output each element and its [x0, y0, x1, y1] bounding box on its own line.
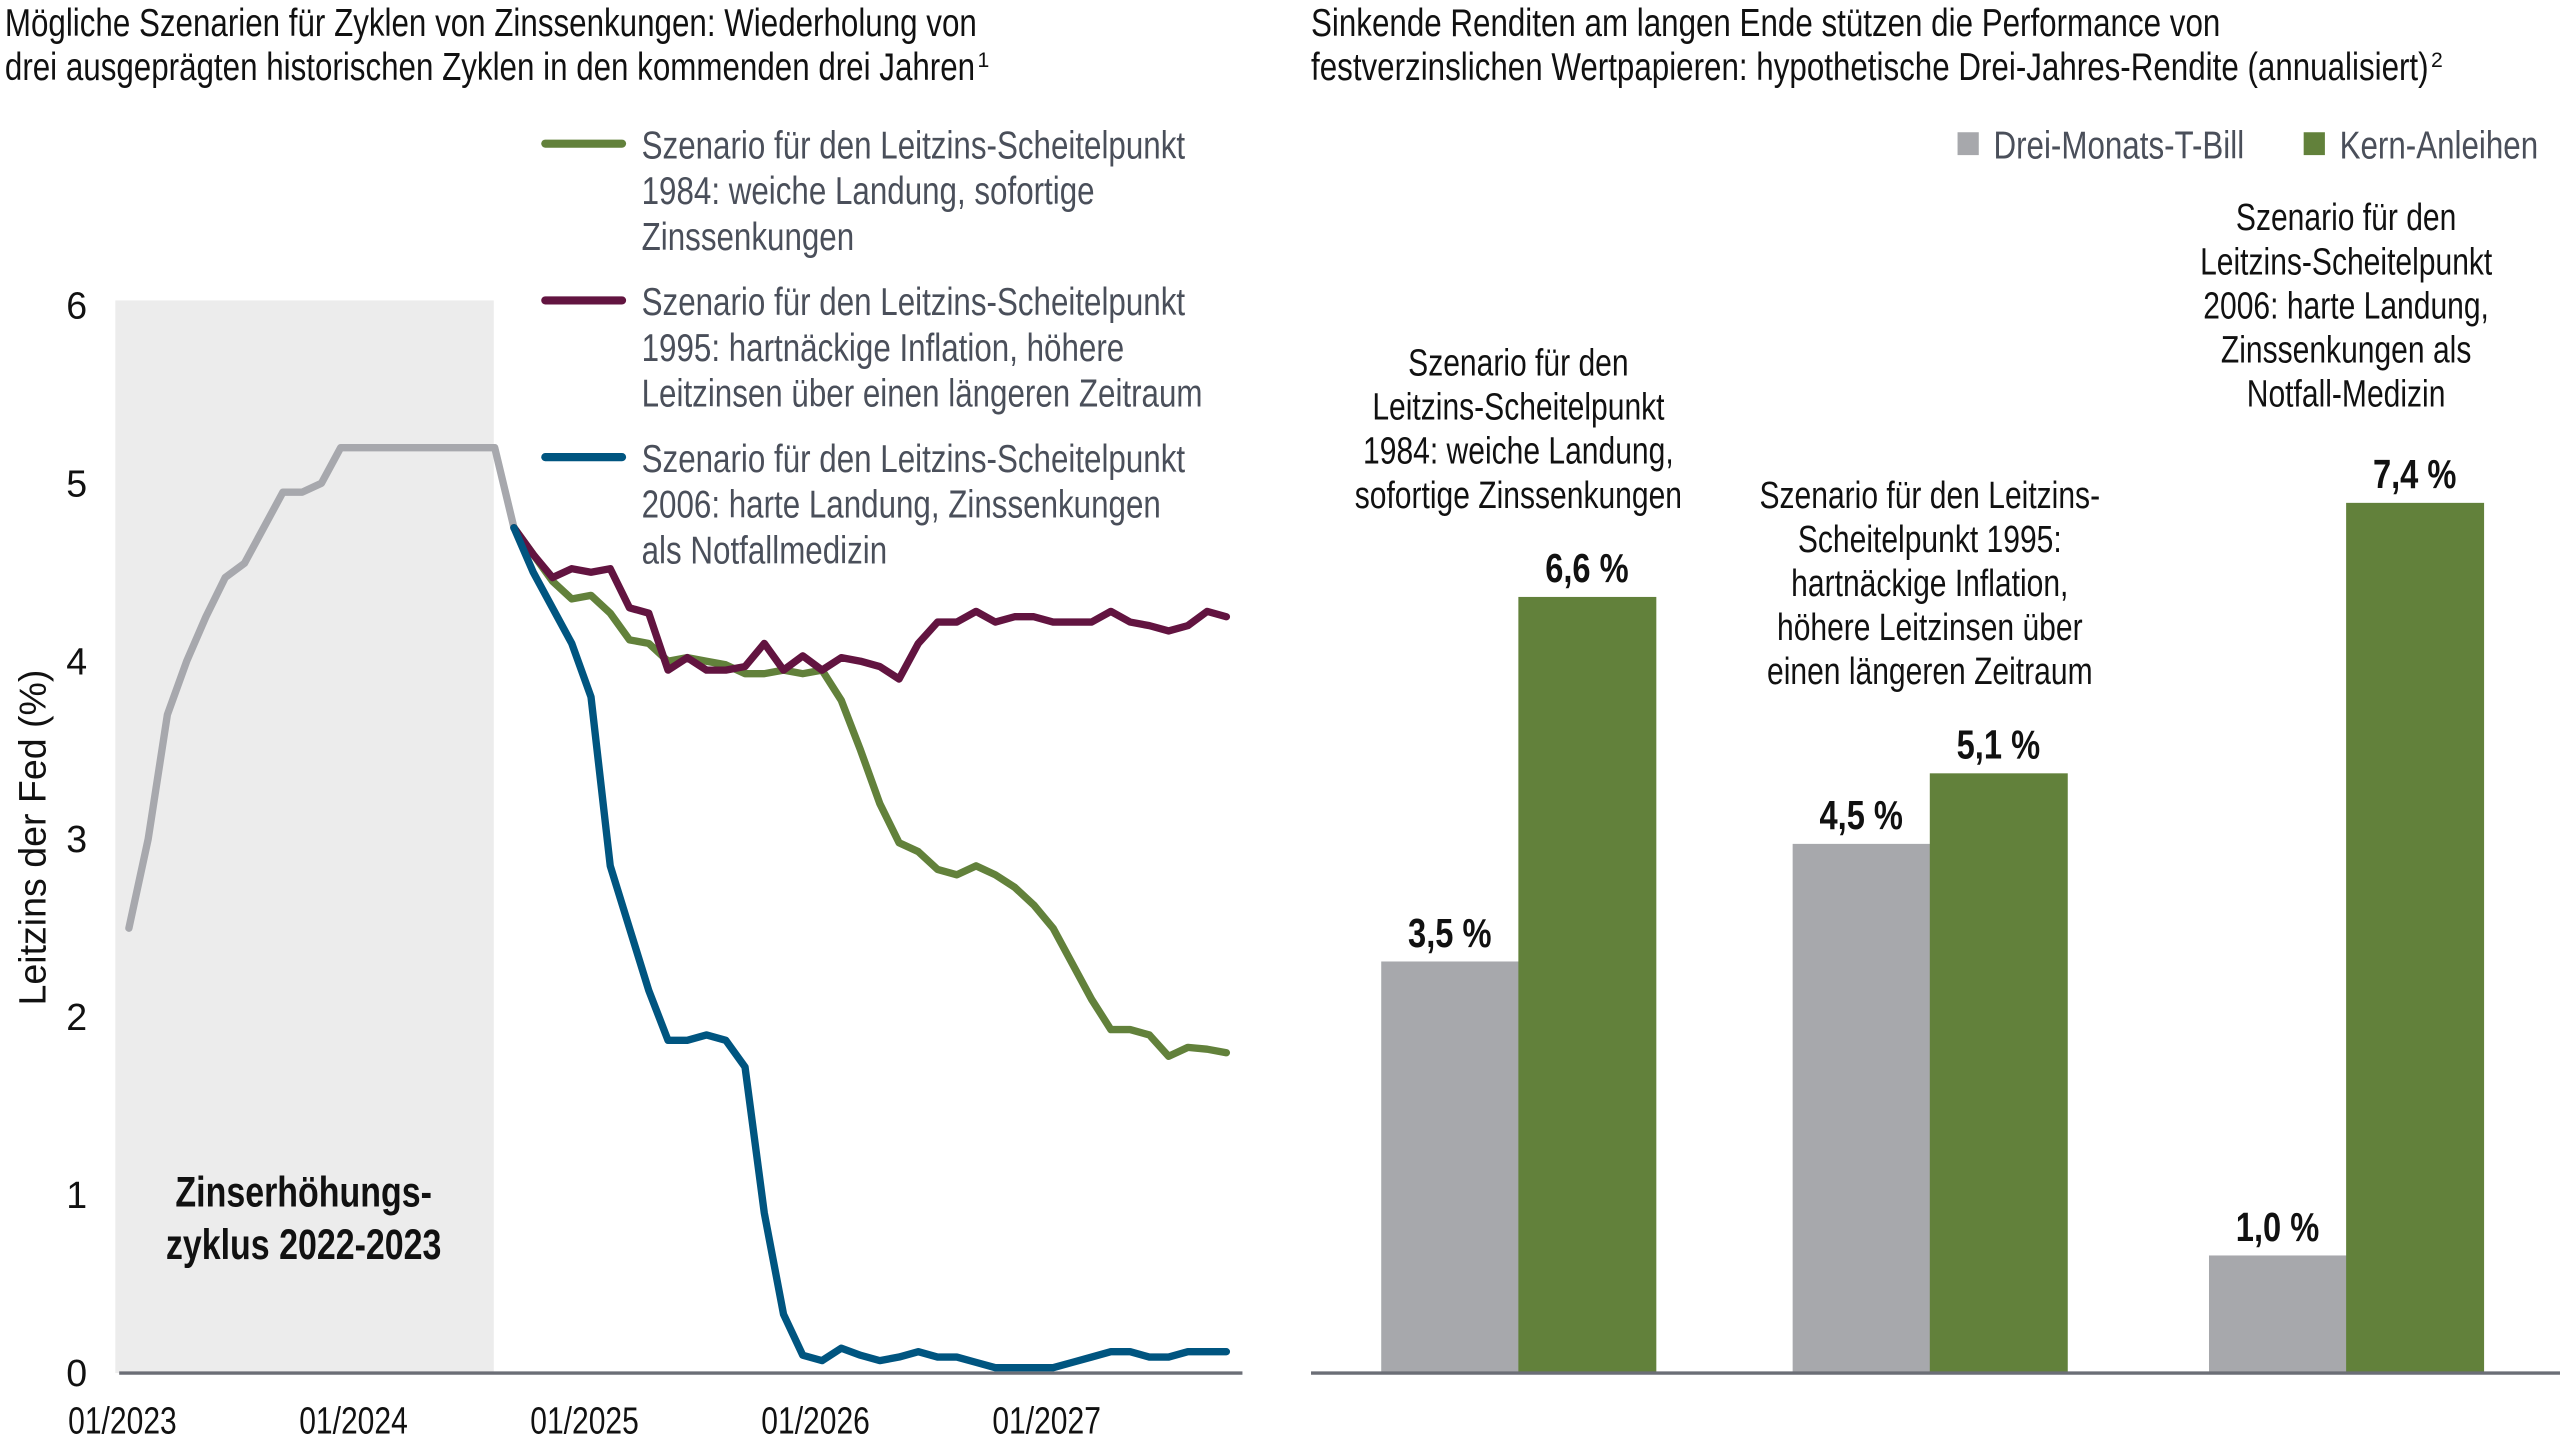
bar-legend: Drei-Monats-T-Bill Kern-Anleihen [1957, 123, 2539, 167]
legend-swatch-core [2303, 132, 2325, 156]
scenario-annotation: Szenario für den [2236, 197, 2456, 239]
shading-label-line-2: zyklus 2022-2023 [166, 1221, 442, 1268]
scenario-annotation: Scheitelpunkt 1995: [1798, 519, 2062, 561]
legend-swatch-tbill [1957, 132, 1979, 156]
y-tick-label: 0 [66, 1352, 87, 1394]
legend-label-s1984: Szenario für den Leitzins-Scheitelpunkt [642, 123, 1186, 167]
x-tick-label: 01/2026 [761, 1400, 870, 1440]
bar-value-label: 4,5 % [1819, 793, 1902, 838]
bar-value-label: 6,6 % [1545, 546, 1628, 591]
y-axis-label: Leitzins der Fed (%) [12, 670, 54, 1006]
legend-label-s2006: Szenario für den Leitzins-Scheitelpunkt [642, 436, 1186, 480]
legend-label-tbill: Drei-Monats-T-Bill [1993, 123, 2244, 167]
right-title-footnote: 2 [2431, 49, 2443, 72]
bar-value-label: 5,1 % [1957, 722, 2040, 767]
legend-label-s1995: Szenario für den Leitzins-Scheitelpunkt [642, 280, 1186, 324]
left-title-footnote: 1 [978, 49, 990, 72]
scenario-annotation: höhere Leitzinsen über [1777, 607, 2083, 649]
x-tick-label: 01/2023 [68, 1400, 177, 1440]
legend-label-s1995: 1995: hartnäckige Inflation, höhere [642, 325, 1125, 369]
scenario-annotation: einen längeren Zeitraum [1767, 651, 2093, 693]
x-tick-label: 01/2024 [299, 1400, 408, 1440]
x-tick-label: 01/2025 [530, 1400, 639, 1440]
bar-value-label: 3,5 % [1408, 910, 1491, 955]
series-line-s1984 [510, 524, 1231, 1060]
scenario-annotation: hartnäckige Inflation, [1791, 563, 2068, 605]
series-line-s2006 [510, 524, 1231, 1372]
scenario-annotation: Notfall-Medizin [2247, 373, 2446, 415]
bars: 3,5 %6,6 %Szenario für denLeitzins-Schei… [1355, 197, 2493, 1374]
rate-hike-cycle-shading [115, 300, 494, 1374]
y-tick-label: 1 [66, 1174, 87, 1216]
left-title-line-2: drei ausgeprägten historischen Zyklen in… [5, 45, 975, 89]
x-axis-ticks: 01/2023 01/2024 01/2025 01/2026 01/2027 [68, 1400, 1101, 1440]
legend-label-core: Kern-Anleihen [2340, 123, 2539, 167]
legend-label-s1984: Zinssenkungen [642, 214, 855, 258]
scenario-annotation: sofortige Zinssenkungen [1355, 475, 1682, 517]
right-title-line-2: festverzinslichen Wertpapieren: hypothet… [1311, 45, 2429, 89]
legend-label-s1984: 1984: weiche Landung, sofortige [642, 169, 1095, 213]
series-lines [125, 444, 1231, 1372]
right-chart-title: Sinkende Renditen am langen Ende stützen… [1311, 1, 2443, 89]
shading-label-line-1: Zinserhöhungs- [175, 1169, 431, 1216]
bar-core [1518, 596, 1657, 1374]
scenario-annotation: Leitzins-Scheitelpunkt [1372, 386, 1665, 428]
y-axis-ticks: 0 1 2 3 4 5 6 [66, 284, 87, 1394]
bar-value-label: 7,4 % [2373, 452, 2456, 497]
y-tick-label: 6 [66, 284, 87, 326]
y-tick-label: 2 [66, 996, 87, 1038]
series-line-s1995 [510, 524, 1231, 683]
bar-tbill [1792, 843, 1931, 1374]
bar-tbill [1381, 961, 1520, 1374]
line-legend: Szenario für den Leitzins-Scheitelpunkt1… [541, 123, 1203, 572]
legend-label-s1995: Leitzinsen über einen längeren Zeitraum [642, 371, 1203, 415]
bar-chart: Drei-Monats-T-Bill Kern-Anleihen 3,5 % 6,… [1311, 123, 2560, 1375]
history-line [125, 444, 518, 932]
y-tick-label: 4 [66, 640, 87, 682]
legend-label-s2006: 2006: harte Landung, Zinssenkungen [642, 482, 1161, 526]
line-chart: Zinserhöhungs- zyklus 2022-2023 0123456 … [12, 123, 1243, 1440]
bar-core [2346, 502, 2485, 1374]
x-tick-label: 01/2027 [992, 1400, 1101, 1440]
right-title-line-1: Sinkende Renditen am langen Ende stützen… [1311, 1, 2220, 45]
bar-core [1929, 773, 2068, 1374]
left-chart-title: Mögliche Szenarien für Zyklen von Zinsse… [5, 1, 989, 89]
left-title-line-1: Mögliche Szenarien für Zyklen von Zinsse… [5, 1, 977, 45]
bar-value-label: 1,0 % [2236, 1204, 2319, 1249]
scenario-annotation: Szenario für den Leitzins- [1759, 475, 2100, 517]
scenario-annotation: Szenario für den [1408, 342, 1628, 384]
scenario-annotation: Leitzins-Scheitelpunkt [2200, 241, 2493, 283]
scenario-annotation: 1984: weiche Landung, [1363, 431, 1674, 473]
scenario-annotation: 2006: harte Landung, [2203, 285, 2489, 327]
legend-label-s2006: als Notfallmedizin [642, 528, 888, 572]
y-tick-label: 5 [66, 462, 87, 504]
bar-tbill [2208, 1255, 2347, 1374]
scenario-annotation: Zinssenkungen als [2221, 329, 2471, 371]
y-tick-label: 3 [66, 818, 87, 860]
